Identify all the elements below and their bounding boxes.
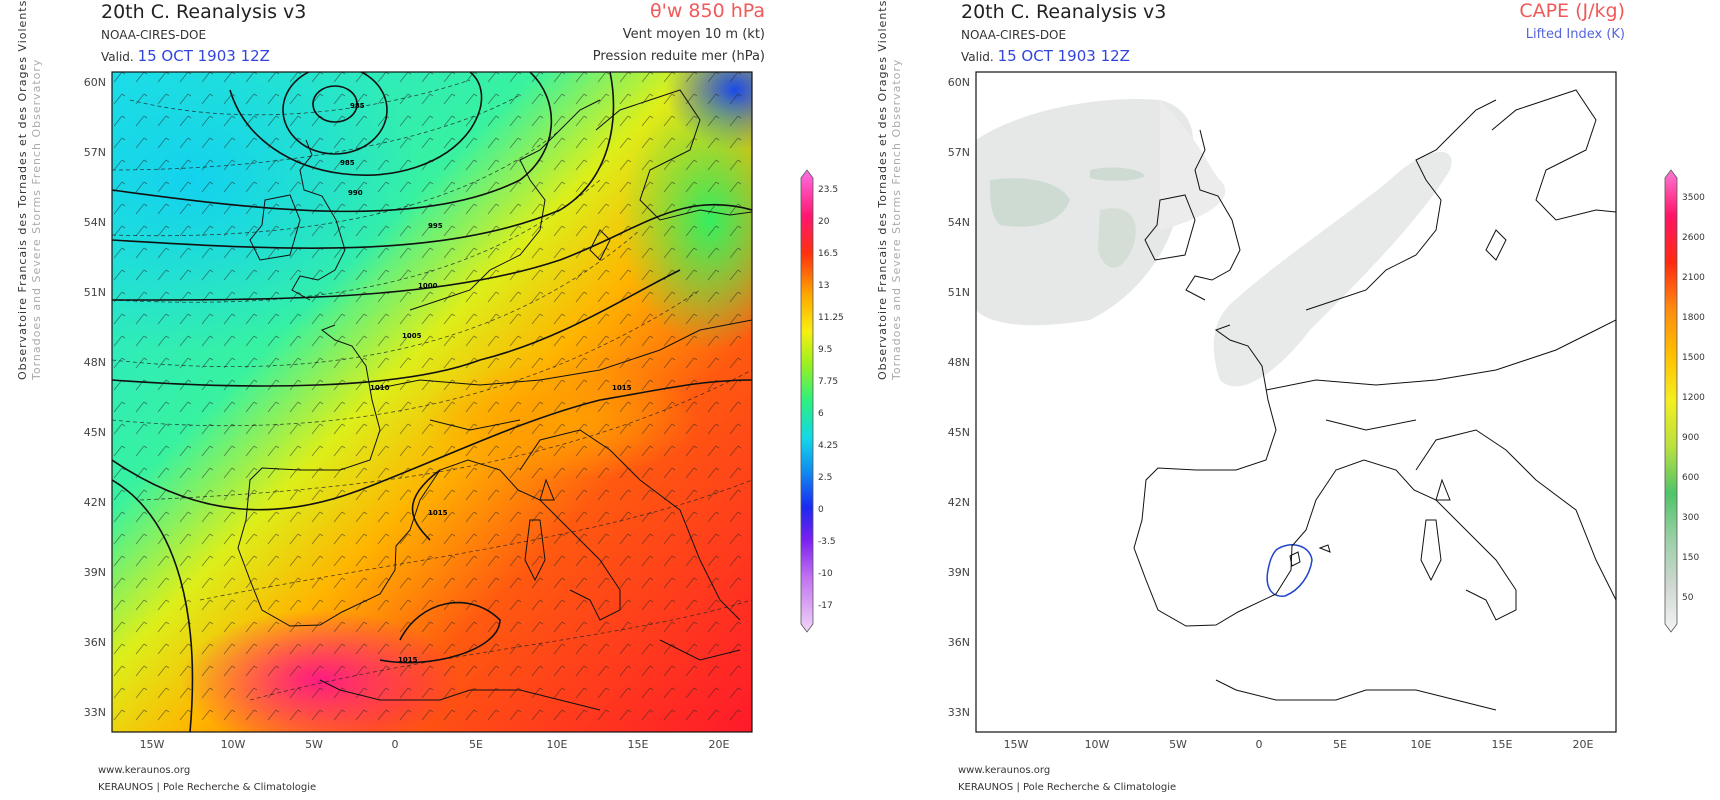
panel-title: 20th C. Reanalysis v3 [961,1,1167,23]
lon-label: 20E [1573,738,1594,751]
colorbar-label: 300 [1682,513,1699,523]
lon-label: 15W [140,738,165,751]
valid-date: 15 OCT 1903 12Z [997,47,1130,65]
colorbar-label: 2.5 [818,473,832,483]
valid-date: 15 OCT 1903 12Z [137,47,270,65]
colorbar-label: -10 [818,569,833,579]
colorbar-label: 11.25 [818,313,844,323]
lat-label: 36N [948,636,970,649]
lat-label: 45N [948,426,970,439]
right-panel: 20th C. Reanalysis v3 NOAA-CIRES-DOE Val… [860,0,1720,800]
isobar-label: 1015 [398,656,418,664]
lon-label: 15E [628,738,649,751]
panel-title: 20th C. Reanalysis v3 [101,1,307,23]
colorbar-label: 23.5 [818,185,838,195]
left-panel: 20th C. Reanalysis v3 NOAA-CIRES-DOE Val… [16,0,844,793]
colorbar-label: 150 [1682,553,1699,563]
lat-label: 48N [948,356,970,369]
isobar-label: 1015 [612,384,632,392]
isobar-label: 995 [428,222,443,230]
colorbar-label: 16.5 [818,249,838,259]
colorbar-label: 0 [818,505,824,515]
colorbar-label: 1800 [1682,313,1705,323]
lon-label: 0 [392,738,399,751]
lat-label: 36N [84,636,106,649]
footer-org: KERAUNOS | Pole Recherche & Climatologie [958,782,1177,793]
isobar-label: 1000 [418,282,438,290]
thetaw-map: 985 985 990 995 1000 1005 1010 1015 1015… [84,71,844,751]
colorbar-label: 7.75 [818,377,838,387]
colorbar-label: 900 [1682,433,1699,443]
colorbar-label: 3500 [1682,193,1705,203]
lat-label: 57N [84,146,106,159]
lat-label: 54N [948,216,970,229]
lat-label: 51N [84,286,106,299]
lon-label: 10E [547,738,568,751]
lat-label: 42N [948,496,970,509]
colorbar-label: 600 [1682,473,1699,483]
lifted-index-subtitle: Lifted Index (K) [1525,27,1625,42]
isobar-label: 1015 [428,509,448,517]
colorbar-label: 1500 [1682,353,1705,363]
cape-colorbar: 3500 2600 2100 1800 1500 1200 900 600 30… [1664,169,1705,633]
colorbar-label: 2100 [1682,273,1705,283]
lon-label: 5W [1169,738,1187,751]
pressure-subtitle: Pression reduite mer (hPa) [592,49,765,64]
valid-label: Valid. [961,50,994,64]
lat-label: 42N [84,496,106,509]
lon-label: 15E [1492,738,1513,751]
isobar-label: 985 [350,102,365,110]
colorbar-label: 13 [818,281,829,291]
source-label: NOAA-CIRES-DOE [961,28,1067,42]
colorbar-label: 4.25 [818,441,838,451]
lat-label: 45N [84,426,106,439]
colorbar-label: 6 [818,409,824,419]
lat-label: 39N [948,566,970,579]
thetaw-colorbar: 23.5 20 16.5 13 11.25 9.5 7.75 6 4.25 2.… [800,169,844,633]
parameter-title: CAPE (J/kg) [1519,0,1625,22]
lon-label: 10W [1085,738,1110,751]
isobar-label: 985 [340,159,355,167]
valid-label: Valid. [101,50,134,64]
lat-label: 60N [948,76,970,89]
source-label: NOAA-CIRES-DOE [101,28,207,42]
lon-label: 10E [1411,738,1432,751]
lon-label: 0 [1256,738,1263,751]
footer-website: www.keraunos.org [958,765,1051,776]
lat-label: 39N [84,566,106,579]
lon-label: 15W [1004,738,1029,751]
lat-label: 33N [84,706,106,719]
footer-org: KERAUNOS | Pole Recherche & Climatologie [98,782,317,793]
isobar-label: 1005 [402,332,422,340]
colorbar-label: -3.5 [818,537,836,547]
lat-label: 48N [84,356,106,369]
footer-website: www.keraunos.org [98,765,191,776]
lat-label: 57N [948,146,970,159]
valid-line: Valid. 15 OCT 1903 12Z [961,47,1130,65]
wind-subtitle: Vent moyen 10 m (kt) [622,27,765,42]
lat-label: 60N [84,76,106,89]
lon-label: 20E [709,738,730,751]
cape-map: 60N 57N 54N 51N 48N 45N 42N 39N 36N 33N … [948,71,1705,751]
colorbar-label: 9.5 [818,345,832,355]
colorbar-label: 1200 [1682,393,1705,403]
colorbar-label: 50 [1682,593,1694,603]
colorbar-label: 2600 [1682,233,1705,243]
parameter-title: θ'w 850 hPa [649,0,765,22]
lon-label: 5E [1333,738,1347,751]
lon-label: 5E [469,738,483,751]
isobar-label: 990 [348,189,363,197]
lat-label: 54N [84,216,106,229]
lat-label: 33N [948,706,970,719]
colorbar-label: -17 [818,601,833,611]
colorbar-label: 20 [818,217,830,227]
lon-label: 5W [305,738,323,751]
lon-label: 10W [221,738,246,751]
lat-label: 51N [948,286,970,299]
valid-line: Valid. 15 OCT 1903 12Z [101,47,270,65]
